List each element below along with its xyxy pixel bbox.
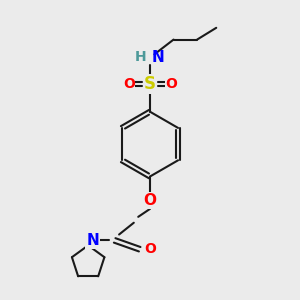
Text: N: N <box>86 233 99 248</box>
Text: O: O <box>143 193 157 208</box>
Text: N: N <box>86 233 99 248</box>
Text: O: O <box>144 242 156 256</box>
Text: O: O <box>165 77 177 91</box>
Text: S: S <box>144 75 156 93</box>
Text: N: N <box>152 50 164 65</box>
Text: H: H <box>135 50 146 64</box>
Text: O: O <box>123 77 135 91</box>
